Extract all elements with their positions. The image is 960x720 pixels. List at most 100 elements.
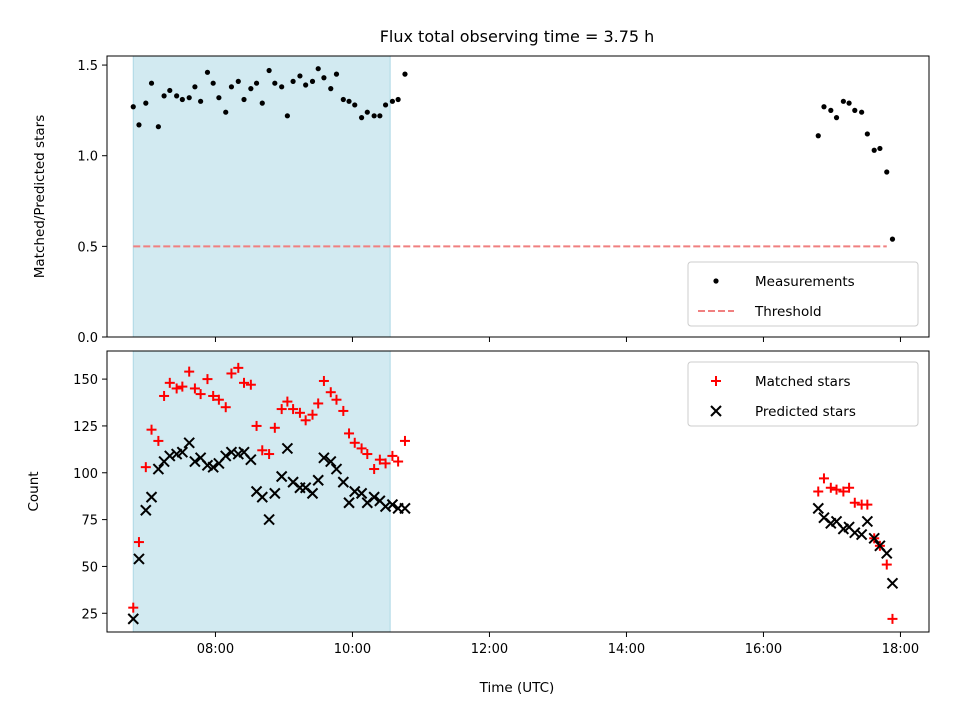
data-point <box>821 104 827 110</box>
axes-frame <box>106 55 930 338</box>
data-point <box>272 80 278 86</box>
x-b <box>349 485 361 498</box>
data-point <box>379 500 392 513</box>
x-b <box>256 491 268 503</box>
data-point <box>346 98 352 104</box>
x-tick-label: 14:00 <box>608 642 645 657</box>
data-point <box>380 458 391 469</box>
data-point <box>852 107 858 113</box>
data-point <box>369 464 380 475</box>
data-point <box>233 362 244 373</box>
data-point <box>282 396 293 407</box>
legend: Matched stars Predicted stars <box>687 361 919 427</box>
legend-swatch <box>713 278 719 284</box>
data-point <box>213 394 224 405</box>
data-point <box>189 383 200 394</box>
x-b <box>287 476 299 488</box>
data-point <box>223 109 229 115</box>
data-point <box>195 389 206 400</box>
data-point <box>886 577 899 590</box>
data-point <box>337 476 350 488</box>
data-point <box>318 452 330 464</box>
legend-label: Matched stars <box>755 374 851 390</box>
x-b <box>368 491 380 503</box>
x-b <box>355 487 368 500</box>
data-point <box>364 109 370 115</box>
data-point <box>828 107 834 113</box>
x-b <box>225 446 238 458</box>
series-predicted-stars <box>127 437 899 625</box>
legend-label: Predicted stars <box>755 404 856 420</box>
data-point <box>325 455 337 468</box>
x-b <box>263 513 275 526</box>
x-b <box>379 500 392 513</box>
top-panel: 0.0 0.5 1.0 1.5 Matched/Predicted stars Measu… <box>32 55 930 346</box>
data-point <box>290 78 296 84</box>
data-point <box>321 75 327 81</box>
data-point <box>813 486 824 497</box>
data-point <box>228 84 235 90</box>
y-axis-label: Matched/Predicted stars <box>32 115 48 278</box>
data-point <box>368 491 380 503</box>
data-point <box>825 482 836 493</box>
data-point <box>294 407 305 418</box>
data-point <box>374 454 385 465</box>
y-tick-label: 50 <box>81 560 98 575</box>
y-tick-label: 75 <box>81 514 98 529</box>
data-point <box>868 532 880 545</box>
data-point <box>355 487 368 500</box>
x-b <box>874 540 886 552</box>
data-point <box>167 87 173 94</box>
x-b <box>245 453 257 466</box>
y-tick-label: 125 <box>73 420 98 435</box>
data-point <box>152 463 165 475</box>
data-point <box>253 80 260 86</box>
data-point <box>307 409 318 420</box>
data-point <box>128 602 139 613</box>
x-b <box>337 476 350 488</box>
data-point <box>276 404 287 415</box>
legend-swatch <box>710 405 722 417</box>
data-point <box>220 402 231 413</box>
x-tick-label: 10:00 <box>334 642 371 657</box>
data-point <box>352 102 358 108</box>
data-point <box>133 537 144 548</box>
x-b <box>220 450 232 462</box>
data-point <box>257 445 268 456</box>
data-point <box>862 499 873 510</box>
data-point <box>315 66 321 72</box>
data-point <box>328 86 334 92</box>
y-tick-label: 100 <box>73 467 98 482</box>
data-point <box>216 95 222 101</box>
x-b <box>207 461 219 473</box>
x-b <box>299 482 312 494</box>
data-point <box>140 504 152 516</box>
data-point <box>312 474 324 486</box>
legend-swatch <box>711 376 721 386</box>
x-b <box>374 495 386 507</box>
data-point <box>179 96 185 103</box>
x-b <box>127 613 139 625</box>
x-b <box>818 512 830 524</box>
data-point <box>859 109 865 115</box>
data-point <box>402 71 408 77</box>
data-point <box>864 131 870 137</box>
data-point <box>235 78 241 84</box>
data-point <box>256 491 268 503</box>
data-point <box>358 115 365 121</box>
data-point <box>245 453 257 466</box>
data-point <box>297 73 303 79</box>
data-point <box>881 547 893 560</box>
data-point <box>259 100 265 106</box>
x-b <box>250 485 263 498</box>
data-point <box>889 236 896 242</box>
x-b <box>145 491 158 503</box>
data-point <box>288 404 299 415</box>
x-b <box>386 498 399 511</box>
x-b <box>849 527 861 539</box>
x-b <box>152 463 165 475</box>
data-point <box>133 553 145 565</box>
data-point <box>140 462 151 473</box>
data-point <box>300 415 311 426</box>
